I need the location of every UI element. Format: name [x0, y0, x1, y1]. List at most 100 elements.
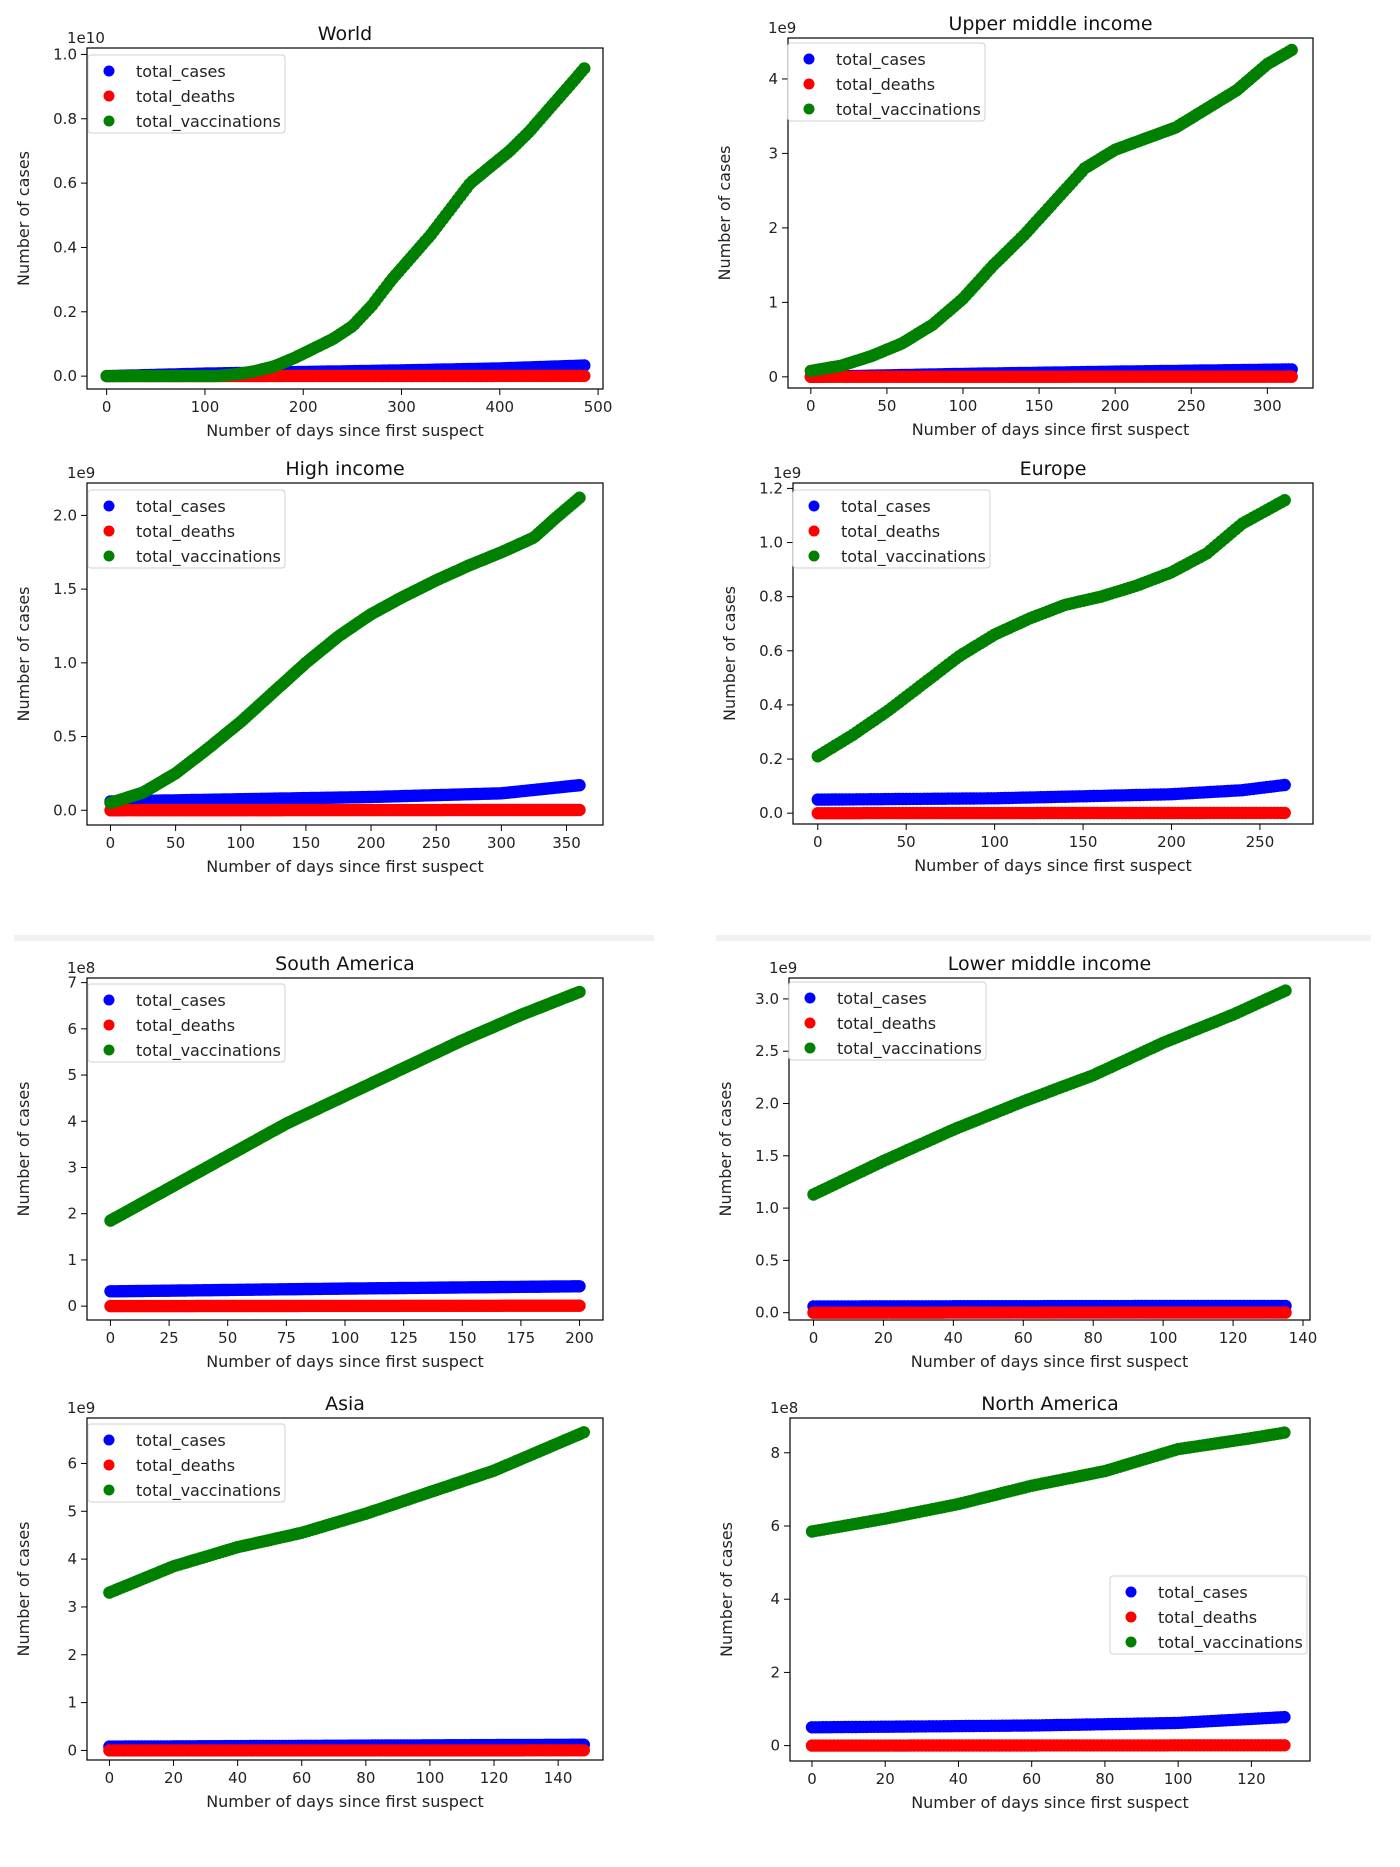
legend-marker-total-cases — [804, 992, 816, 1004]
x-tick-label: 50 — [218, 1329, 237, 1347]
x-tick-label: 100 — [416, 1769, 445, 1787]
x-axis-title: Number of days since first suspect — [912, 420, 1190, 439]
x-tick-label: 300 — [487, 834, 516, 852]
x-tick-label: 500 — [584, 398, 613, 416]
chart-title: Lower middle income — [948, 953, 1151, 975]
x-tick-label: 40 — [949, 1770, 968, 1788]
legend-label-total-cases: total_cases — [836, 50, 926, 70]
x-tick-label: 120 — [1219, 1329, 1248, 1347]
x-tick-label: 250 — [422, 834, 451, 852]
panel-divider-right — [716, 935, 1371, 941]
legend-marker-total-vaccinations — [803, 103, 815, 115]
x-tick-label: 200 — [1101, 397, 1130, 415]
chart-lower-middle-income: Lower middle income 1e9 0 20 40 60 80 100 120 140… — [716, 953, 1317, 1371]
data-point-total-vaccinations — [1279, 984, 1292, 997]
plot-frame — [789, 1417, 1311, 1762]
series-total-cases — [805, 1710, 1291, 1734]
y-tick-label: 0.8 — [759, 588, 783, 606]
legend: total_cases total_deaths total_vaccination… — [87, 54, 286, 134]
legend-marker-total-vaccinations — [103, 1484, 115, 1496]
x-tick-label: 250 — [1177, 397, 1206, 415]
y-tick-label: 2 — [67, 1205, 77, 1223]
y-tick-label: 0.2 — [759, 750, 783, 768]
y-offset-label: 1e8 — [770, 1399, 798, 1417]
legend-label-total-vaccinations: total_vaccinations — [836, 100, 981, 120]
data-point-total-deaths — [1279, 1306, 1292, 1319]
legend-box — [1109, 1575, 1308, 1655]
legend-label-total-deaths: total_deaths — [136, 1016, 235, 1036]
y-tick-label: 0.0 — [53, 801, 77, 819]
plot-frame — [788, 977, 1311, 1321]
y-tick-label: 2 — [768, 219, 778, 237]
data-point-total-vaccinations — [1278, 494, 1291, 507]
data-point-total-vaccinations — [577, 1426, 590, 1439]
legend-label-total-vaccinations: total_vaccinations — [136, 1041, 281, 1061]
legend-label-total-vaccinations: total_vaccinations — [136, 1481, 281, 1501]
y-tick-label: 2 — [67, 1646, 77, 1664]
y-offset-label: 1e9 — [769, 959, 797, 977]
legend-label-total-vaccinations: total_vaccinations — [841, 547, 986, 567]
x-tick-label: 100 — [1149, 1329, 1178, 1347]
legend-box — [788, 981, 987, 1061]
legend-label-total-deaths: total_deaths — [136, 1456, 235, 1476]
legend-label-total-deaths: total_deaths — [837, 1014, 936, 1034]
legend-label-total-deaths: total_deaths — [1158, 1608, 1257, 1628]
series-total-vaccinations — [100, 62, 591, 383]
x-tick-label: 0 — [105, 1769, 115, 1787]
y-tick-label: 2.0 — [53, 506, 77, 524]
x-tick-label: 40 — [228, 1769, 247, 1787]
legend: total_cases total_deaths total_vaccination… — [788, 981, 987, 1061]
y-tick-label: 2.0 — [755, 1095, 779, 1113]
legend-label-total-vaccinations: total_vaccinations — [136, 547, 281, 567]
x-tick-label: 60 — [292, 1769, 311, 1787]
legend-label-total-deaths: total_deaths — [136, 522, 235, 542]
y-tick-label: 2.5 — [755, 1042, 779, 1060]
y-tick-label: 6 — [770, 1517, 780, 1535]
x-tick-label: 200 — [357, 834, 386, 852]
y-tick-label: 1.0 — [759, 534, 783, 552]
y-tick-label: 3.0 — [755, 990, 779, 1008]
legend-label-total-deaths: total_deaths — [136, 87, 235, 107]
legend-marker-total-cases — [103, 1434, 115, 1446]
y-axis-title: Number of cases — [716, 1082, 735, 1217]
series-total-deaths — [811, 806, 1291, 820]
legend-marker-total-deaths — [103, 1019, 115, 1031]
y-tick-label: 0 — [768, 368, 778, 386]
y-tick-label: 4 — [768, 70, 778, 88]
y-tick-label: 1.0 — [53, 654, 77, 672]
legend-marker-total-deaths — [803, 78, 815, 90]
series-total-vaccinations — [104, 491, 586, 810]
series-total-vaccinations — [103, 1426, 590, 1599]
legend-label-total-vaccinations: total_vaccinations — [837, 1039, 982, 1059]
y-tick-label: 0.8 — [53, 110, 77, 128]
x-tick-label: 175 — [507, 1329, 536, 1347]
y-tick-label: 0.4 — [759, 696, 783, 714]
legend-marker-total-cases — [103, 994, 115, 1006]
legend-marker-total-vaccinations — [1125, 1636, 1137, 1648]
x-tick-label: 100 — [980, 833, 1009, 851]
data-point-total-deaths — [1278, 806, 1291, 820]
legend-label-total-cases: total_cases — [837, 989, 927, 1009]
legend-marker-total-vaccinations — [103, 1044, 115, 1056]
x-tick-label: 0 — [102, 398, 112, 416]
x-tick-label: 100 — [226, 834, 255, 852]
legend-marker-total-vaccinations — [103, 115, 115, 127]
y-tick-label: 0 — [67, 1297, 77, 1315]
data-point-total-deaths — [573, 803, 586, 817]
x-axis-title: Number of days since first suspect — [911, 1352, 1189, 1371]
x-tick-label: 0 — [813, 833, 823, 851]
plot-frame — [86, 482, 604, 826]
series-total-cases — [104, 1280, 586, 1298]
legend: total_cases total_deaths total_vaccination… — [1109, 1575, 1308, 1655]
series-total-vaccinations — [104, 985, 586, 1227]
y-tick-label: 0.6 — [53, 174, 77, 192]
x-tick-label: 200 — [1157, 833, 1186, 851]
legend-marker-total-vaccinations — [804, 1042, 816, 1054]
y-tick-label: 3 — [768, 144, 778, 162]
x-tick-label: 25 — [160, 1329, 179, 1347]
x-tick-label: 50 — [897, 833, 916, 851]
legend-box — [87, 1423, 286, 1503]
y-tick-label: 0.6 — [759, 642, 783, 660]
legend-marker-total-deaths — [1125, 1611, 1137, 1623]
